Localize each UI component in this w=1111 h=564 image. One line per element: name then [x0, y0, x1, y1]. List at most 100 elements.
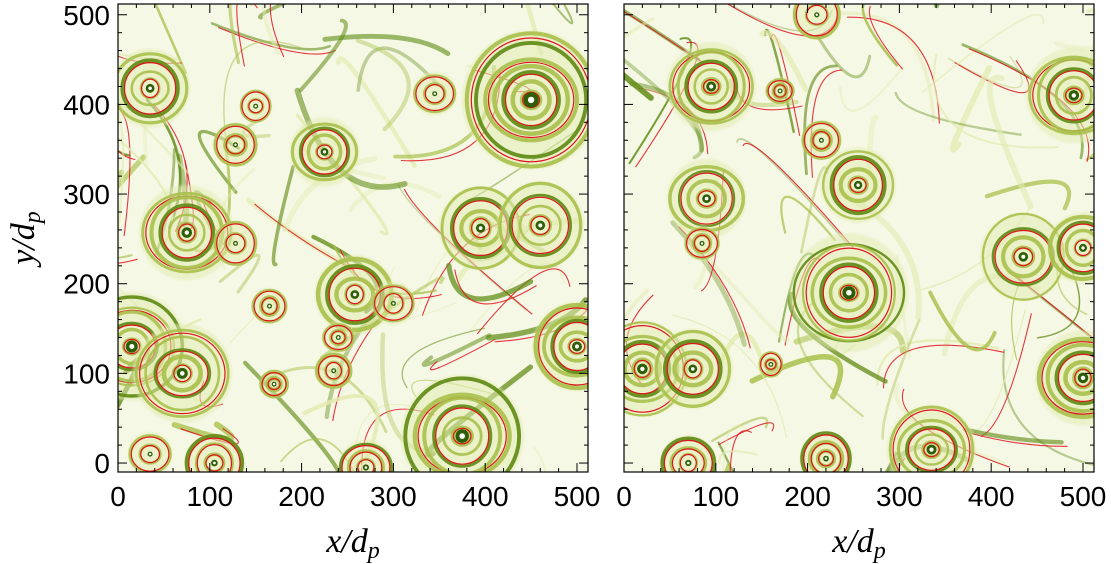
vortex-ring	[821, 150, 895, 221]
contour-ring	[530, 215, 551, 236]
contour-ring	[1041, 341, 1094, 415]
vortex-ring	[801, 120, 842, 160]
contour-ring	[803, 434, 849, 472]
vortex	[660, 435, 717, 472]
x-tick-label: 0	[616, 481, 632, 512]
contour-line	[971, 433, 1068, 447]
x-tick-label: 0	[110, 481, 126, 512]
contour-line	[269, 4, 285, 58]
vortex-ring	[422, 395, 503, 472]
contour-ring	[216, 223, 255, 264]
vortex	[322, 321, 355, 354]
panel-right-ticks: 0 100 200 300 400 500	[616, 4, 1106, 512]
contour-ring	[487, 61, 575, 139]
contour-ring	[805, 247, 893, 338]
panel-right: 0 100 200 300 400 500	[616, 3, 1106, 512]
y-tick-label: 400	[63, 89, 110, 120]
contour-line	[118, 149, 136, 161]
vortex-center	[433, 92, 436, 95]
vortex-ring	[792, 4, 841, 40]
vortex-ring	[120, 58, 180, 119]
filament	[894, 91, 1022, 136]
vortex-ring	[758, 351, 784, 378]
contour-ring	[1013, 247, 1034, 267]
x-tick-label: 500	[1060, 481, 1107, 512]
vortex-halo	[793, 4, 841, 39]
vortex-center	[709, 84, 714, 89]
contour-ring	[374, 286, 413, 321]
vortex-ring	[441, 416, 483, 457]
filament	[881, 318, 921, 441]
contour-ring	[205, 454, 224, 472]
contour-ring	[123, 338, 141, 355]
vortex-center	[213, 461, 216, 465]
vortex-center	[148, 86, 152, 91]
vortex	[461, 30, 588, 170]
contour-ring	[687, 62, 735, 111]
contour-ring	[923, 442, 940, 458]
vortex-center	[769, 363, 773, 366]
filament	[421, 333, 492, 367]
contour-ring	[702, 78, 720, 94]
left-x-axis-label: x/dp	[325, 523, 380, 564]
vortex-halo	[400, 374, 524, 472]
filament	[950, 64, 993, 153]
x-tick-label: 200	[784, 481, 831, 512]
vortex-ring	[432, 404, 493, 468]
contour-ring	[1059, 223, 1094, 273]
vortex-center	[1021, 254, 1026, 259]
filament	[717, 441, 735, 472]
contour-ring	[666, 342, 720, 395]
vortex	[259, 369, 290, 399]
vortex	[184, 433, 245, 472]
vortex-ring	[819, 262, 879, 323]
vortex-ring	[464, 31, 588, 169]
vortex-center	[234, 143, 237, 146]
vortex-center	[332, 369, 335, 372]
filament	[533, 446, 547, 472]
vortex-ring	[693, 68, 730, 105]
contour-ring	[357, 459, 375, 472]
vortex-ring	[501, 70, 561, 130]
contour-ring	[553, 321, 588, 372]
vortex-ring	[382, 291, 405, 315]
contour-ring	[139, 332, 226, 415]
contour-ring	[188, 437, 241, 472]
vortex	[765, 77, 795, 105]
contour-ring	[833, 158, 883, 212]
contour-ring	[680, 172, 733, 225]
vortex-center	[778, 89, 782, 93]
vortex-ring	[677, 170, 736, 228]
contour-ring	[470, 37, 588, 163]
vortex-ring	[144, 335, 221, 412]
vortex-center	[1071, 93, 1077, 98]
filament	[986, 74, 1034, 210]
vortex-ring	[668, 48, 754, 125]
contour-line	[729, 430, 753, 472]
vortex-ring	[800, 431, 852, 472]
vortex-ring	[322, 323, 355, 352]
vortex	[371, 281, 416, 326]
contour-line	[118, 258, 138, 264]
vortex-ring	[550, 318, 588, 375]
vortex-center	[704, 196, 709, 201]
contour-ring	[123, 62, 177, 115]
vortex-ring	[118, 52, 189, 125]
filament	[839, 65, 904, 113]
filament	[118, 110, 125, 234]
filament	[722, 425, 747, 472]
panel-left-field	[118, 4, 588, 472]
contour-ring	[697, 190, 716, 208]
filament	[876, 339, 1000, 386]
contour-ring	[173, 364, 192, 383]
vortex	[1026, 47, 1094, 143]
filament	[933, 53, 1060, 149]
vortex-ring	[888, 405, 975, 472]
vortex-ring	[423, 82, 447, 106]
contour-ring	[504, 73, 558, 127]
vortex-center	[640, 366, 645, 372]
contour-ring	[817, 450, 834, 467]
contour-ring	[511, 196, 570, 255]
vortex-ring	[213, 123, 258, 167]
